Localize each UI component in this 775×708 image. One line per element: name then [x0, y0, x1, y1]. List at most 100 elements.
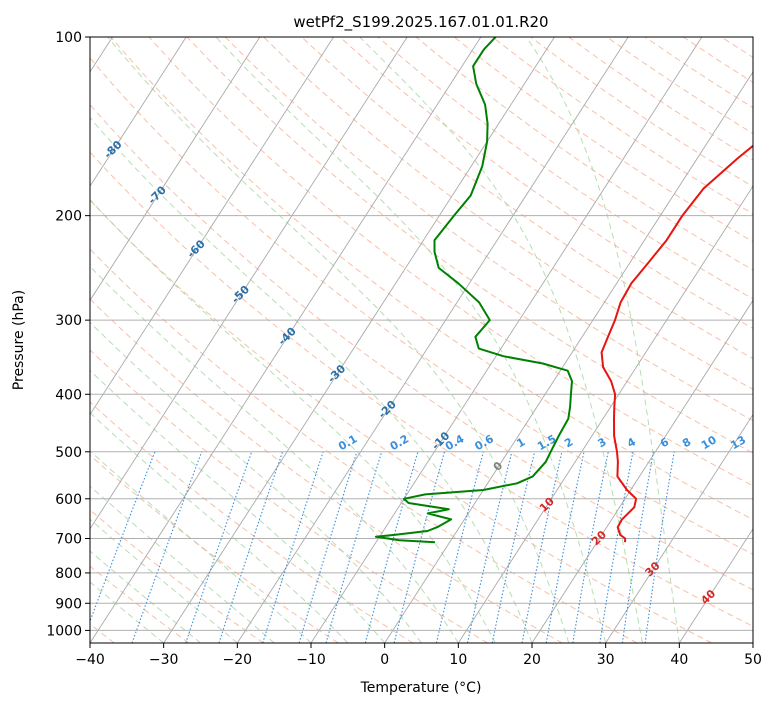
- dry-adiabat-line: [224, 37, 753, 422]
- isotherm-label: -90: [60, 88, 83, 111]
- x-tick-label: −30: [149, 652, 179, 668]
- chart-title: wetPf2_S199.2025.167.01.01.R20: [293, 13, 548, 32]
- isotherm-line: [90, 37, 482, 643]
- mixing-ratio-line: [185, 451, 253, 643]
- mixing-ratio-line: [262, 451, 324, 643]
- x-tick-label: −40: [75, 652, 105, 668]
- y-tick-label: 500: [55, 445, 82, 461]
- isotherm-line: [90, 37, 261, 302]
- mixing-ratio-line: [131, 451, 203, 643]
- mixing-ratio-line: [298, 451, 358, 643]
- y-tick-label: 100: [55, 30, 82, 46]
- moist-adiabat-line: [90, 198, 496, 643]
- moist-adiabat-line: [90, 369, 386, 643]
- mixing-ratio-line: [466, 451, 513, 643]
- dewpoint-profile-line: [374, 37, 573, 544]
- dry-adiabat-line: [90, 509, 264, 643]
- y-tick-label: 200: [55, 209, 82, 225]
- isotherm-line: [752, 642, 753, 643]
- isotherm-line: [384, 71, 753, 643]
- x-tick-label: 50: [744, 652, 762, 668]
- isotherm-label: -20: [376, 398, 399, 421]
- dry-adiabat-line: [492, 37, 753, 215]
- dry-adiabat-line: [90, 199, 712, 643]
- y-tick-label: 1000: [46, 623, 82, 639]
- mixing-ratio-label: 6: [658, 435, 671, 450]
- moist-adiabat-line: [90, 321, 422, 643]
- mixing-ratio-label: 0.2: [388, 432, 411, 453]
- mixing-ratio-line: [90, 451, 156, 623]
- dry-adiabat-line: [339, 37, 753, 330]
- mixing-ratio-line: [364, 451, 419, 643]
- moist-adiabat-line: [90, 117, 533, 643]
- isotherm-label: -70: [146, 183, 169, 206]
- y-tick-label: 900: [55, 596, 82, 612]
- isotherm-label: 30: [643, 559, 663, 579]
- isotherm-line: [457, 185, 753, 643]
- dry-adiabat-line: [682, 37, 753, 84]
- isotherm-line: [90, 37, 187, 187]
- isotherm-label: -100: [8, 47, 37, 76]
- dry-adiabat-line: [301, 37, 753, 360]
- moist-adiabat-line: [90, 518, 238, 643]
- y-tick-label: 700: [55, 532, 82, 548]
- isotherm-label: -60: [185, 237, 208, 260]
- isotherm-label: -80: [101, 138, 124, 161]
- y-tick-label: 300: [55, 313, 82, 329]
- y-axis-ticks: 100 200 300 400 500 600 700 800 900 1000: [46, 30, 90, 639]
- dry-adiabat-line: [90, 454, 339, 643]
- moist-adiabat-line: [359, 37, 643, 643]
- dry-adiabat-line: [760, 37, 775, 643]
- sounding-series: [374, 37, 753, 544]
- mixing-ratio-label: 2: [562, 435, 575, 450]
- isotherm-line: [236, 37, 629, 643]
- mixing-ratio-label: 10: [699, 433, 719, 452]
- moist-adiabat-line: [525, 37, 680, 643]
- isotherm-label: -30: [325, 362, 348, 385]
- x-axis-ticks: −40 −30 −20 −10 0 10 20 30 40 50: [75, 643, 762, 668]
- isotherm-line: [310, 37, 703, 643]
- dry-adiabat-line: [110, 37, 753, 521]
- isotherm-label: -50: [229, 283, 252, 306]
- x-tick-label: 20: [523, 652, 541, 668]
- plot-frame: [89, 36, 754, 644]
- moist-adiabat-line: [90, 412, 349, 643]
- mixing-ratio-label: 4: [625, 435, 638, 450]
- dry-adiabats: [90, 37, 775, 643]
- moist-adiabat-line: [90, 265, 459, 643]
- mixing-ratio-line: [491, 451, 536, 643]
- mixing-ratio-label: 8: [680, 435, 693, 450]
- dry-adiabat-line: [415, 37, 753, 271]
- isotherm-line: [605, 413, 753, 643]
- plot-area: -100-90-80-70-60-50-40-30-20-10010203040…: [8, 37, 775, 643]
- isotherm-line: [90, 37, 408, 530]
- isotherm-line: [163, 37, 555, 643]
- isotherm-label: -40: [276, 325, 299, 348]
- isotherm-label: 40: [698, 587, 718, 607]
- moist-adiabats: [90, 37, 680, 643]
- moist-adiabat-line: [90, 485, 275, 643]
- dry-adiabat-line: [721, 37, 753, 59]
- mixing-ratio-label: 3: [595, 435, 608, 450]
- moist-adiabat-line: [107, 37, 570, 643]
- mixing-ratio-line: [325, 451, 383, 643]
- y-tick-label: 600: [55, 492, 82, 508]
- dry-adiabat-line: [606, 37, 753, 135]
- y-tick-label: 400: [55, 387, 82, 403]
- pressure-gridlines: [90, 37, 753, 631]
- x-tick-label: −10: [296, 652, 326, 668]
- dry-adiabat-line: [377, 37, 753, 300]
- x-tick-label: 0: [380, 652, 389, 668]
- isotherms: [90, 37, 753, 643]
- dry-adiabat-line: [90, 349, 488, 643]
- mixing-ratio-line: [545, 451, 585, 643]
- isotherm-line: [90, 37, 334, 416]
- mixing-ratio-lines: [90, 451, 675, 643]
- x-axis-label: Temperature (°C): [360, 680, 482, 696]
- dry-adiabat-line: [90, 248, 638, 643]
- dry-adiabat-line: [90, 57, 753, 555]
- y-axis-label: Pressure (hPa): [11, 290, 27, 390]
- mixing-ratio-line: [644, 451, 675, 643]
- dry-adiabat-line: [90, 151, 753, 627]
- dry-adiabat-line: [90, 103, 753, 591]
